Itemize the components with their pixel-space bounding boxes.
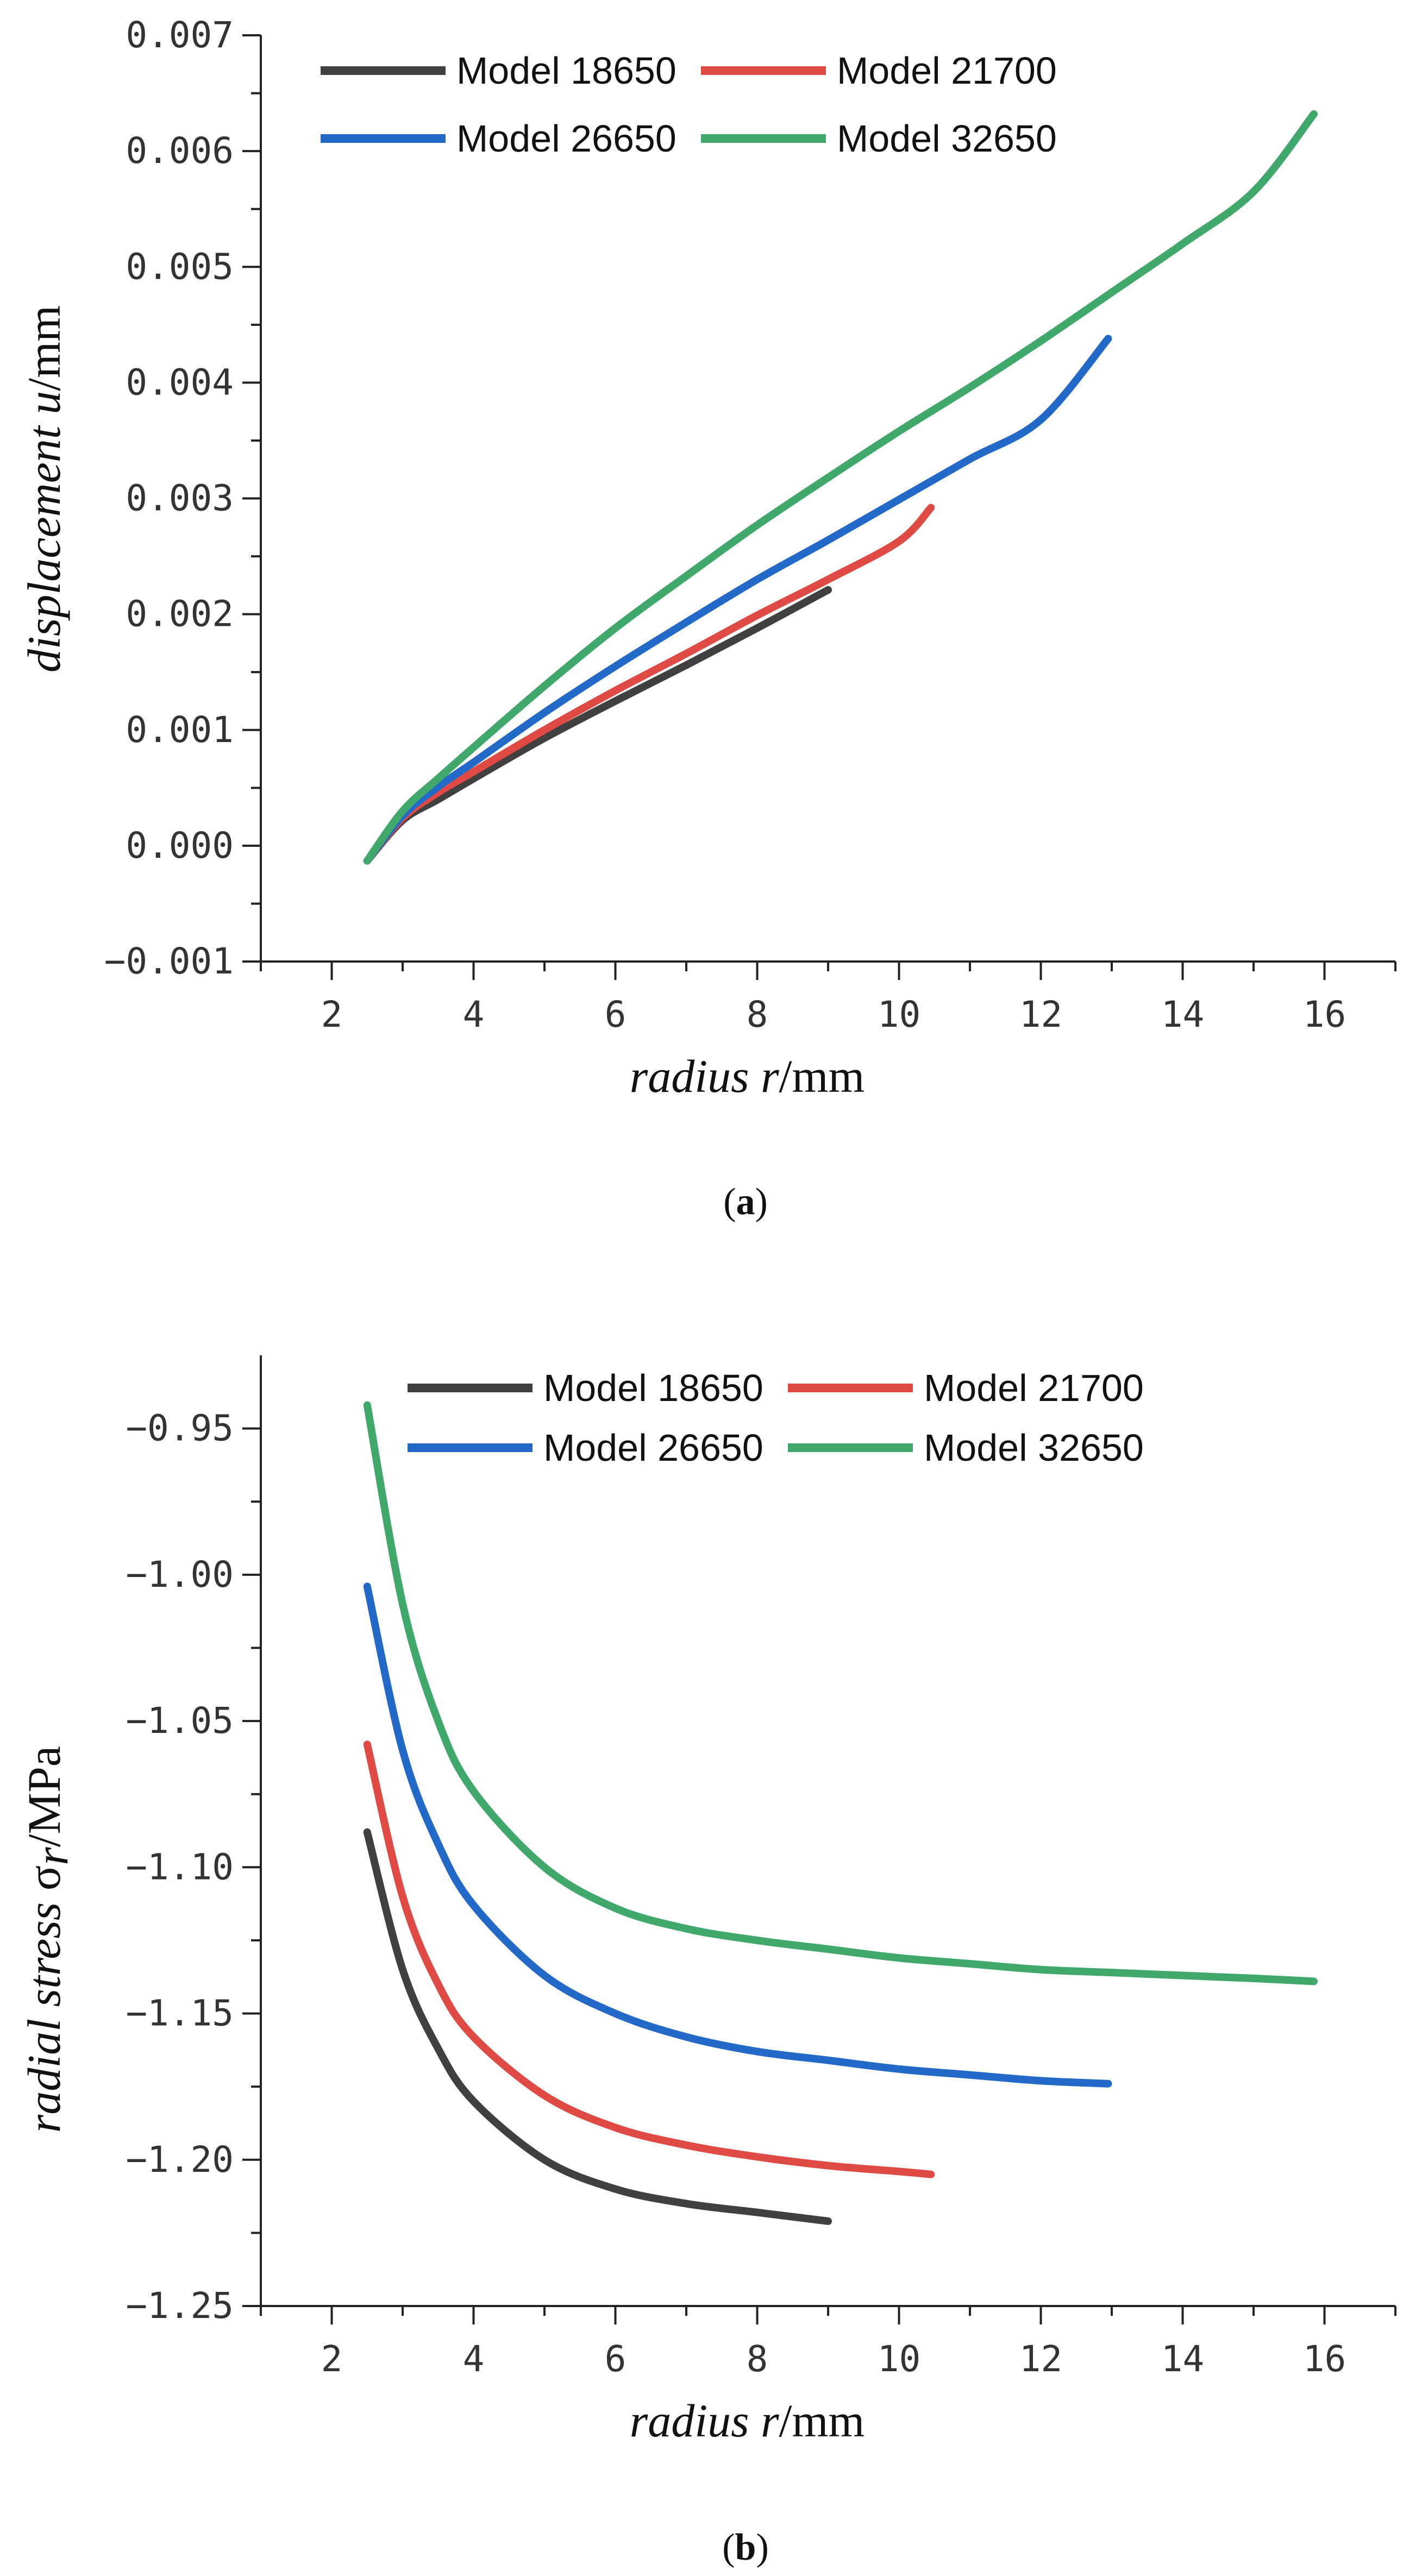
y-axis-label-unit: /MPa: [18, 1746, 70, 1847]
legend-label: Model 26650: [456, 117, 677, 160]
x-tick-label: 2: [321, 2338, 343, 2380]
y-tick-label: −1.10: [126, 1846, 234, 1888]
y-axis-label-sigma: σ: [18, 1865, 70, 1890]
series-line-model-21700: [363, 504, 935, 865]
x-tick-label: 2: [321, 994, 343, 1035]
caption-b: (b): [722, 2527, 769, 2568]
x-axis-label-unit: /mm: [779, 2395, 865, 2447]
y-tick-label: −1.20: [126, 2139, 234, 2181]
x-tick-label: 6: [605, 2338, 627, 2380]
y-axis-label: radial stress σr/MPa: [18, 1746, 78, 2133]
legend-label: Model 32650: [837, 117, 1057, 160]
y-tick-label: −0.95: [126, 1408, 234, 1449]
x-tick-label: 6: [605, 994, 627, 1035]
series-line-model-32650: [363, 1401, 1318, 1986]
x-axis-label: radius r/mm: [630, 2395, 865, 2447]
y-tick-label: 0.000: [126, 825, 234, 866]
caption-a-open: (: [723, 1181, 736, 1223]
x-tick-label: 4: [463, 2338, 485, 2380]
caption-b-letter: b: [735, 2527, 756, 2568]
x-tick-label: 10: [878, 2338, 920, 2380]
x-tick-label: 16: [1303, 2338, 1346, 2380]
series-line-model-32650: [363, 110, 1318, 865]
y-tick-label: −1.05: [126, 1700, 234, 1742]
series-line-model-26650: [363, 1582, 1112, 2088]
caption-a-letter: a: [736, 1181, 755, 1223]
series-line-model-21700: [363, 1741, 935, 2178]
y-tick-label: −1.15: [126, 1993, 234, 2034]
x-axis-label-var: radius r: [630, 1050, 779, 1102]
series-line-model-18650: [363, 586, 832, 865]
y-axis-label-var: radial stress: [18, 1890, 70, 2133]
x-tick-label: 16: [1303, 994, 1346, 1035]
legend-label: Model 18650: [456, 49, 677, 92]
caption-b-close: ): [756, 2527, 768, 2568]
y-tick-label: 0.007: [126, 14, 234, 56]
x-tick-label: 8: [747, 994, 768, 1035]
y-axis-label-var: displacement u: [18, 391, 70, 673]
chart-a: 2 4 6 8 10 12 14 16 −0.001 0.000 0.001 0.002 0.003 0.…: [18, 14, 1396, 1223]
legend-label: Model 21700: [924, 1367, 1144, 1409]
caption-b-open: (: [722, 2527, 735, 2568]
y-tick-label: 0.002: [126, 593, 234, 635]
series-line-model-26650: [363, 335, 1112, 865]
caption-a-close: ): [755, 1181, 768, 1223]
y-tick-label: −1.00: [126, 1554, 234, 1595]
y-tick-label: 0.005: [126, 246, 234, 287]
chart-b: 2 4 6 8 10 12 14 16 −1.25 −1.20 −1.15 −1.10 −1.05 −1.…: [18, 1355, 1396, 2568]
x-tick-label: 10: [878, 994, 920, 1035]
x-axis-label-unit: /mm: [779, 1050, 865, 1102]
x-tick-label: 8: [747, 2338, 768, 2380]
y-tick-label: −0.001: [104, 940, 234, 982]
x-tick-label: 12: [1019, 2338, 1062, 2380]
legend-label: Model 32650: [924, 1427, 1144, 1469]
legend-label: Model 18650: [543, 1367, 763, 1409]
y-tick-label: 0.001: [126, 709, 234, 751]
x-tick-label: 14: [1161, 2338, 1204, 2380]
y-axis-label-subscript: r: [26, 1847, 78, 1865]
series-line-model-18650: [363, 1828, 832, 2225]
caption-a: (a): [723, 1181, 768, 1223]
y-tick-label: 0.006: [126, 130, 234, 172]
y-axis-label: displacement u/mm: [18, 305, 70, 673]
y-tick-label: −1.25: [126, 2285, 234, 2327]
x-tick-label: 14: [1161, 994, 1204, 1035]
y-tick-label: 0.003: [126, 477, 234, 519]
y-axis-label-unit: /mm: [18, 305, 70, 391]
x-tick-label: 12: [1019, 994, 1062, 1035]
x-axis-label: radius r/mm: [630, 1050, 865, 1102]
legend-label: Model 26650: [543, 1427, 763, 1469]
legend-label: Model 21700: [837, 49, 1057, 92]
y-tick-label: 0.004: [126, 361, 234, 403]
x-axis-label-var: radius r: [630, 2395, 779, 2447]
x-tick-label: 4: [463, 994, 485, 1035]
